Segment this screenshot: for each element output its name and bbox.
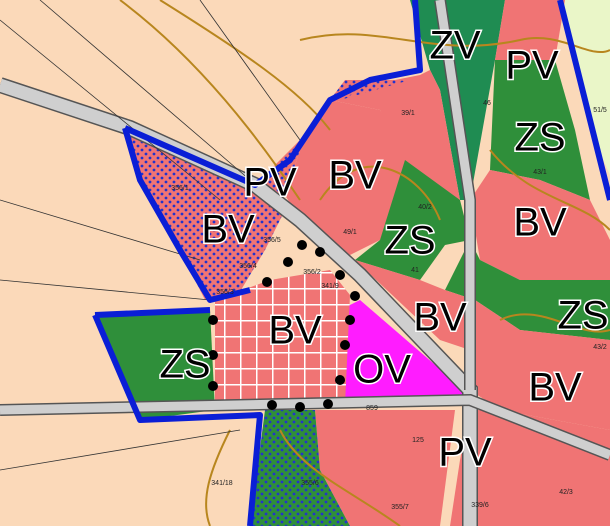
parcel-label: 125	[412, 437, 424, 444]
zone-label: ZV	[429, 24, 480, 68]
parcel-label: 355/6	[301, 480, 319, 487]
zone-label: PV	[243, 161, 297, 205]
parcel-label: 341/18	[211, 480, 233, 487]
parcel-label: 356/4	[239, 263, 257, 270]
zone-label: PV	[505, 44, 559, 88]
zone-label: BV	[528, 366, 582, 410]
page: {"zones":[ {"label":"ZV"},{"label":"PV"}…	[0, 0, 610, 526]
parcel-label: 42/3	[559, 489, 573, 496]
zone-label: ZS	[384, 219, 435, 263]
parcel-label: 46	[483, 100, 491, 107]
parcel-label: 51/5	[593, 107, 607, 114]
map: ZV PV ZS PV BV BV BV ZS BV BV ZS ZS OV B…	[0, 0, 610, 526]
zone-label: BV	[513, 201, 567, 245]
parcel-label: 356/5	[263, 237, 281, 244]
zone-label: ZS	[159, 343, 210, 387]
parcel-label: 43/1	[533, 169, 547, 176]
zone-label: BV	[201, 208, 255, 252]
zone-label: OV	[353, 348, 411, 392]
parcel-label: 356/1	[171, 185, 189, 192]
parcel-label: 43/2	[593, 344, 607, 351]
zone-label: BV	[413, 296, 467, 340]
parcel-label: 49/1	[343, 229, 357, 236]
parcel-label: 355/7	[391, 504, 409, 511]
zone-label: BV	[328, 154, 382, 198]
parcel-label: 356/2	[303, 269, 321, 276]
zone-label: PV	[438, 431, 492, 475]
zone-label: BV	[268, 309, 322, 353]
parcel-label: 40/2	[418, 204, 432, 211]
parcel-label: 39/1	[401, 110, 415, 117]
zone-label: ZS	[514, 116, 565, 160]
zone-label: ZS	[557, 294, 608, 338]
parcel-label: 859	[366, 405, 378, 412]
parcel-label: 341/9	[321, 283, 339, 290]
parcel-label: 356/3	[216, 289, 234, 296]
parcel-label: 339/6	[471, 502, 489, 509]
parcel-label: 41	[411, 267, 419, 274]
